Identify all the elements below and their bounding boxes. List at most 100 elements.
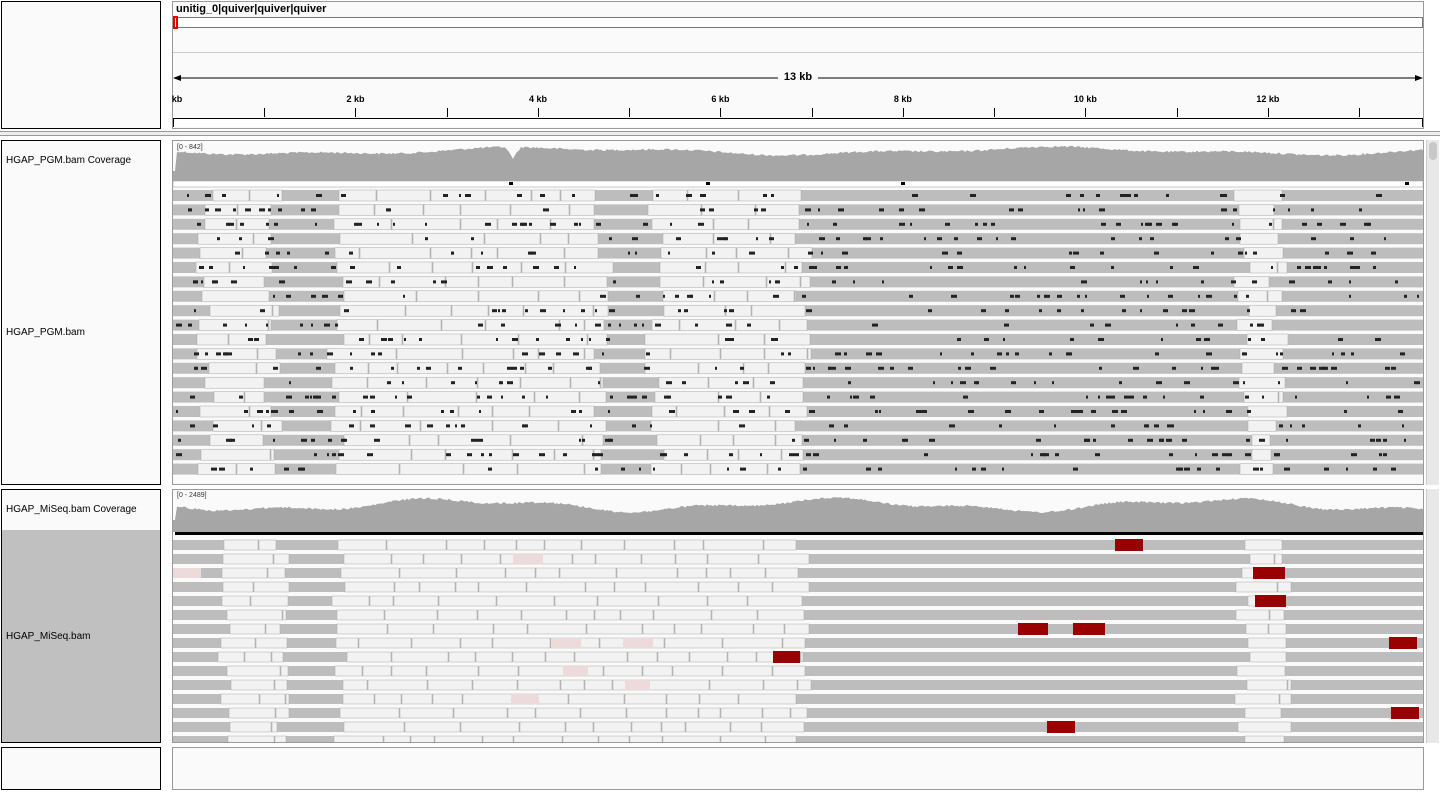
read-segment[interactable] [217,651,245,663]
indel-mark[interactable] [574,266,576,269]
indel-mark[interactable] [443,194,448,197]
indel-mark[interactable] [1070,338,1074,341]
indel-mark[interactable] [769,280,771,284]
read-segment[interactable] [360,420,421,432]
mismatch-read[interactable] [1047,721,1075,733]
aligned-read[interactable] [173,233,1423,245]
indel-mark[interactable] [1095,453,1100,457]
indel-mark[interactable] [600,294,606,298]
miseq-name-panel[interactable] [1,489,161,743]
indel-mark[interactable] [635,194,638,197]
indel-mark[interactable] [245,410,247,413]
read-segment[interactable] [229,261,273,274]
indel-mark[interactable] [1011,381,1016,385]
low-mapq-read[interactable] [173,568,201,578]
indel-mark[interactable] [543,208,549,212]
indel-mark[interactable] [1245,395,1249,399]
indel-mark[interactable] [1077,410,1083,413]
indel-mark[interactable] [492,309,497,313]
indel-mark[interactable] [1163,309,1168,313]
read-segment[interactable] [784,623,810,635]
indel-mark[interactable] [1057,294,1062,298]
read-segment[interactable] [401,693,433,705]
feature-data-panel[interactable] [172,747,1424,790]
indel-mark[interactable] [1007,323,1009,327]
indel-mark[interactable] [879,208,884,212]
read-segment[interactable] [572,553,596,565]
read-segment[interactable] [700,434,734,447]
read-segment[interactable] [471,247,498,259]
indel-mark[interactable] [566,338,570,341]
read-segment[interactable] [540,553,573,565]
indel-mark[interactable] [248,338,253,341]
read-segment[interactable] [594,609,621,621]
indel-mark[interactable] [328,438,332,442]
read-segment[interactable] [334,247,360,259]
read-segment[interactable] [198,319,269,331]
read-segment[interactable] [222,581,254,593]
indel-mark[interactable] [863,237,867,241]
indel-mark[interactable] [533,266,539,269]
indel-mark[interactable] [1288,208,1290,212]
indel-mark[interactable] [899,208,904,212]
read-segment[interactable] [711,609,758,621]
indel-mark[interactable] [226,438,232,442]
indel-mark[interactable] [1076,410,1079,413]
read-segment[interactable] [472,679,518,691]
mismatch-read[interactable] [1115,539,1143,551]
read-segment[interactable] [438,595,497,607]
read-segment[interactable] [658,595,708,607]
read-segment[interactable] [538,290,580,303]
indel-mark[interactable] [1156,381,1162,385]
mismatch-read[interactable] [1018,623,1048,635]
read-segment[interactable] [1236,319,1273,331]
indel-mark[interactable] [1039,410,1044,413]
read-segment[interactable] [1247,405,1288,418]
read-segment[interactable] [485,189,532,202]
indel-mark[interactable] [194,309,196,313]
indel-mark[interactable] [1182,438,1187,442]
indel-mark[interactable] [1198,294,1200,298]
read-segment[interactable] [359,247,431,259]
indel-mark[interactable] [592,453,595,457]
read-segment[interactable] [593,721,632,733]
indel-mark[interactable] [579,438,581,442]
indel-mark[interactable] [536,338,539,341]
indel-mark[interactable] [833,222,837,226]
miseq-scrollbar[interactable] [1426,489,1439,743]
indel-mark[interactable] [1347,251,1353,255]
read-segment[interactable] [1239,218,1274,231]
indel-mark[interactable] [1234,294,1237,298]
read-segment[interactable] [472,261,522,274]
read-segment[interactable] [342,679,368,691]
read-segment[interactable] [517,463,585,475]
indel-mark[interactable] [1070,266,1075,269]
indel-mark[interactable] [725,338,731,341]
indel-mark[interactable] [500,381,503,385]
read-segment[interactable] [677,567,707,579]
indel-mark[interactable] [1404,438,1406,442]
read-segment[interactable] [651,405,677,418]
indel-mark[interactable] [1398,410,1403,413]
indel-mark[interactable] [245,323,247,327]
indel-mark[interactable] [502,309,506,313]
indel-mark[interactable] [975,222,978,226]
indel-mark[interactable] [501,395,503,399]
indel-mark[interactable] [391,280,395,284]
indel-mark[interactable] [813,366,815,370]
read-segment[interactable] [273,553,290,565]
read-segment[interactable] [200,448,271,461]
read-segment[interactable] [483,362,526,375]
indel-mark[interactable] [550,222,556,226]
downsample-bar[interactable] [175,532,1423,535]
indel-mark[interactable] [595,467,598,471]
indel-mark[interactable] [458,366,462,370]
indel-mark[interactable] [878,467,882,471]
indel-mark[interactable] [459,194,461,197]
read-segment[interactable] [358,637,412,649]
read-segment[interactable] [426,665,479,677]
read-segment[interactable] [1246,333,1289,346]
indel-mark[interactable] [806,309,812,313]
indel-mark[interactable] [700,208,705,212]
indel-mark[interactable] [419,338,422,341]
